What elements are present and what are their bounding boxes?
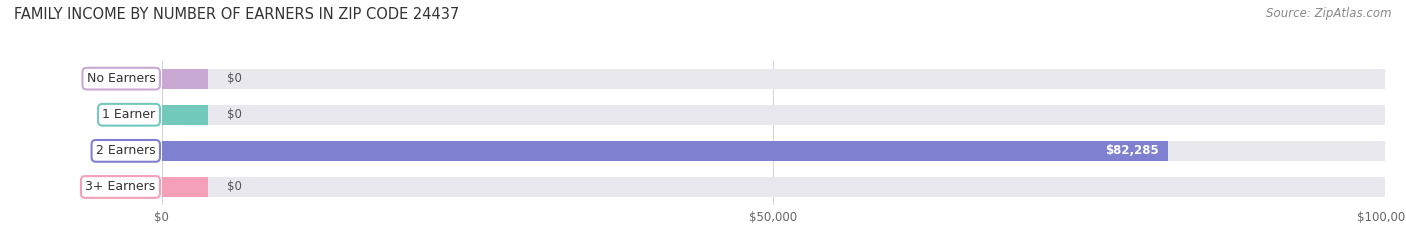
- Bar: [162, 141, 1168, 161]
- Text: $0: $0: [226, 181, 242, 193]
- Text: 1 Earner: 1 Earner: [103, 108, 156, 121]
- Text: Source: ZipAtlas.com: Source: ZipAtlas.com: [1267, 7, 1392, 20]
- Bar: [162, 69, 208, 89]
- Bar: [162, 177, 1385, 197]
- Bar: [162, 141, 1385, 161]
- Text: 3+ Earners: 3+ Earners: [86, 181, 156, 193]
- Text: FAMILY INCOME BY NUMBER OF EARNERS IN ZIP CODE 24437: FAMILY INCOME BY NUMBER OF EARNERS IN ZI…: [14, 7, 460, 22]
- Bar: [162, 177, 208, 197]
- Text: 2 Earners: 2 Earners: [96, 144, 156, 157]
- Text: $0: $0: [226, 72, 242, 85]
- Bar: [162, 105, 208, 125]
- Text: $0: $0: [226, 108, 242, 121]
- Text: No Earners: No Earners: [87, 72, 156, 85]
- Bar: [162, 69, 1385, 89]
- Text: $82,285: $82,285: [1105, 144, 1159, 157]
- Bar: [162, 105, 1385, 125]
